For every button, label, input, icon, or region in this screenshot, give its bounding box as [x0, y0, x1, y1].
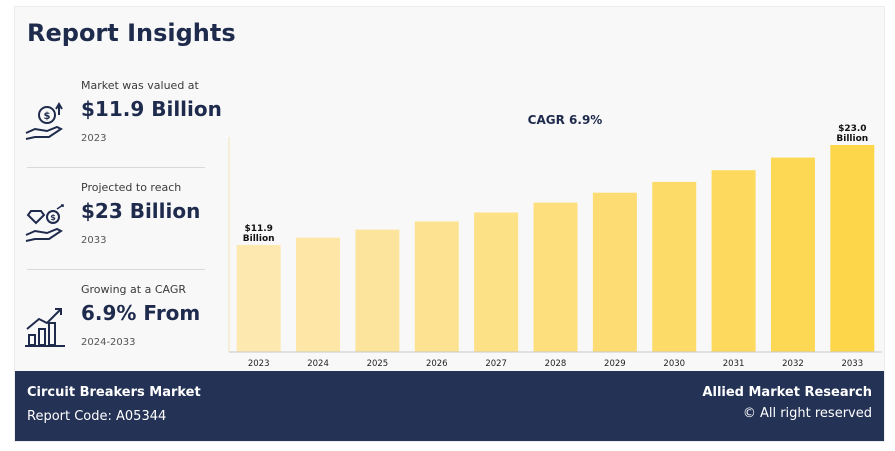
bar-2025 — [355, 229, 400, 352]
chart-title: CAGR 6.9% — [528, 113, 603, 127]
stat-period: 2023 — [81, 133, 107, 144]
bar-chart: CAGR 6.9% 2023 2024 2025 2026 2027 2028 2029 20… — [228, 113, 882, 369]
stat-cagr: Growing at a CAGR 6.9% From 2024-2033 — [23, 283, 211, 383]
bar-2032 — [770, 157, 815, 352]
stat-period: 2033 — [81, 235, 107, 246]
report-insights-card: Report Insights $ Market was valued at $… — [14, 6, 885, 442]
x-tick-label: 2031 — [723, 359, 745, 369]
stat-label: Projected to reach — [81, 181, 182, 194]
x-tick-label: 2024 — [307, 359, 329, 369]
x-tick-label: 2026 — [426, 359, 448, 369]
data-label: Billion — [836, 134, 868, 144]
x-tick-label: 2032 — [782, 359, 804, 369]
page-title: Report Insights — [27, 19, 236, 47]
bar-2033 — [830, 145, 875, 352]
stat-projected-value: $ Projected to reach $23 Billion 2033 — [23, 181, 211, 281]
money-hand-icon: $ — [25, 102, 63, 140]
divider — [27, 269, 205, 270]
bar-2023 — [236, 244, 281, 352]
x-tick-label: 2029 — [604, 359, 626, 369]
stat-label: Market was valued at — [81, 79, 199, 92]
stat-market-value: $ Market was valued at $11.9 Billion 202… — [23, 79, 222, 179]
rights-text: © All right reserved — [742, 406, 872, 421]
bar-2030 — [652, 181, 697, 352]
report-code: Report Code: A05344 — [27, 409, 167, 424]
bar-2031 — [711, 170, 756, 352]
x-tick-label: 2028 — [545, 359, 567, 369]
divider — [27, 167, 205, 168]
x-tick-label: 2025 — [367, 359, 389, 369]
x-tick-label: 2030 — [663, 359, 685, 369]
bar-2027 — [474, 212, 519, 352]
brand-name: Allied Market Research — [702, 385, 872, 400]
x-tick-label: 2033 — [841, 359, 863, 369]
bar-2026 — [414, 221, 459, 352]
growth-chart-icon — [25, 308, 65, 347]
x-tick-label: 2027 — [485, 359, 507, 369]
stat-value: $11.9 Billion — [81, 97, 222, 121]
bar-2029 — [592, 192, 637, 352]
data-label: $11.9 — [244, 224, 272, 234]
market-name: Circuit Breakers Market — [27, 385, 201, 400]
svg-text:$: $ — [50, 213, 56, 222]
bar-2028 — [533, 202, 578, 352]
x-tick-label: 2023 — [248, 359, 270, 369]
stat-label: Growing at a CAGR — [81, 283, 187, 296]
footer-bar: Circuit Breakers Market Report Code: A05… — [15, 371, 884, 441]
bar-2024 — [296, 237, 341, 352]
stat-value: $23 Billion — [81, 199, 201, 223]
stat-value: 6.9% From — [81, 301, 201, 325]
data-label: $23.0 — [838, 124, 866, 134]
stat-period: 2024-2033 — [81, 337, 136, 348]
diamond-coin-hand-icon: $ — [25, 204, 64, 242]
data-label: Billion — [243, 234, 275, 244]
svg-text:$: $ — [44, 111, 51, 122]
